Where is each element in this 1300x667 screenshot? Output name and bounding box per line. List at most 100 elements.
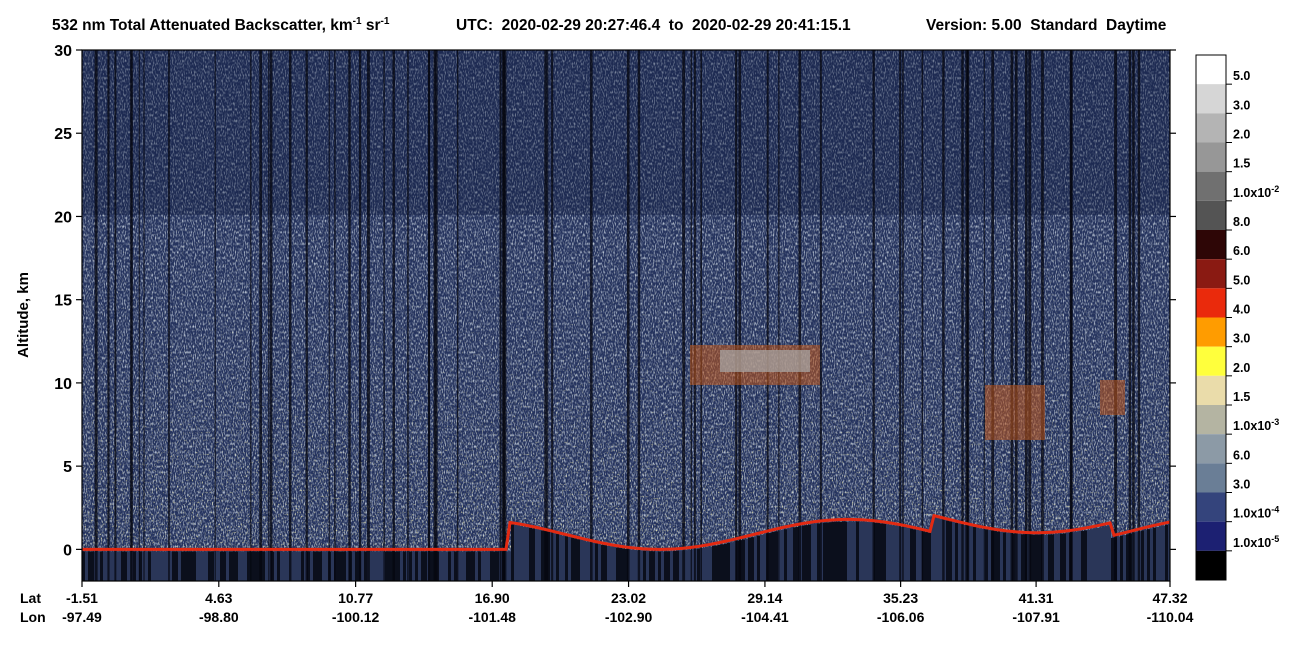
lon-tick-label: -106.06 bbox=[877, 609, 925, 625]
ground bbox=[232, 551, 235, 581]
ground bbox=[979, 528, 982, 581]
version: Version: 5.00 Standard Daytime bbox=[926, 17, 1167, 34]
colorbar-swatch bbox=[1196, 405, 1226, 435]
ground bbox=[235, 551, 238, 581]
colorbar-swatch bbox=[1196, 230, 1226, 260]
lat-tick-label: 41.31 bbox=[1019, 590, 1054, 606]
ground bbox=[709, 546, 712, 581]
ground bbox=[490, 551, 493, 581]
dropout-stripe bbox=[872, 50, 875, 581]
ground bbox=[676, 550, 679, 581]
ground bbox=[307, 551, 310, 581]
ground bbox=[742, 539, 745, 581]
ground bbox=[346, 551, 349, 581]
dropout-stripe bbox=[1137, 50, 1141, 581]
ground bbox=[1000, 532, 1003, 581]
ground bbox=[508, 551, 511, 581]
ground bbox=[670, 551, 673, 581]
ground bbox=[109, 551, 112, 581]
ground bbox=[184, 551, 187, 581]
ground bbox=[226, 551, 229, 581]
ground bbox=[1099, 527, 1102, 581]
ground bbox=[553, 533, 556, 581]
ground bbox=[727, 542, 730, 581]
dropout-stripe bbox=[961, 50, 964, 581]
ground bbox=[994, 531, 997, 581]
cloud-feature bbox=[985, 385, 1045, 440]
ground bbox=[1168, 524, 1170, 581]
lat-tick-label: 16.90 bbox=[475, 590, 510, 606]
dropout-stripe bbox=[1041, 50, 1044, 581]
dropout-stripe bbox=[766, 50, 769, 581]
dropout-stripe bbox=[1132, 50, 1135, 581]
ground bbox=[169, 551, 172, 581]
dropout-stripe bbox=[1010, 50, 1014, 581]
ground bbox=[1147, 529, 1150, 581]
colorbar-swatch bbox=[1196, 317, 1226, 347]
ground bbox=[337, 551, 340, 581]
ground bbox=[1111, 537, 1114, 581]
ground bbox=[160, 551, 163, 581]
ground bbox=[478, 551, 481, 581]
dropout-stripe bbox=[778, 50, 780, 581]
ground bbox=[295, 551, 298, 581]
ground bbox=[1021, 534, 1024, 581]
ground bbox=[940, 519, 943, 581]
ground bbox=[718, 544, 721, 581]
ground bbox=[784, 529, 787, 581]
ground bbox=[277, 551, 280, 581]
colorbar-label-exponent: -2 bbox=[1271, 184, 1279, 194]
colorbar-label-text: 1.5 bbox=[1233, 390, 1250, 404]
ground bbox=[418, 551, 421, 581]
ground bbox=[391, 551, 394, 581]
lon-tick-label: -102.90 bbox=[605, 609, 653, 625]
ground bbox=[469, 551, 472, 581]
colorbar-label-text: 1.5 bbox=[1233, 157, 1250, 171]
ground bbox=[568, 537, 571, 581]
ground bbox=[1018, 534, 1021, 581]
cloud-feature bbox=[720, 350, 810, 372]
y-axis-label: Altitude, km bbox=[15, 272, 32, 358]
colorbar-label: 1.5 bbox=[1233, 390, 1250, 404]
dropout-stripe bbox=[819, 50, 822, 581]
ground bbox=[1144, 529, 1147, 581]
ground bbox=[385, 551, 388, 581]
ground bbox=[325, 551, 328, 581]
y-tick-label: 10 bbox=[54, 376, 72, 393]
ground bbox=[652, 551, 655, 581]
dropout-stripe bbox=[138, 50, 140, 581]
ground bbox=[640, 550, 643, 581]
dropout-stripe bbox=[921, 50, 924, 581]
ground bbox=[790, 527, 793, 581]
ground bbox=[760, 534, 763, 581]
lat-label: Lat bbox=[20, 590, 41, 606]
ground bbox=[481, 551, 484, 581]
ground bbox=[217, 551, 220, 581]
ground bbox=[505, 551, 508, 581]
ground bbox=[757, 535, 760, 581]
dropout-stripe bbox=[94, 50, 98, 581]
lat-tick-label: 4.63 bbox=[205, 590, 232, 606]
ground bbox=[1096, 527, 1099, 581]
dropout-stripe bbox=[735, 50, 738, 581]
colorbar-swatch bbox=[1196, 259, 1226, 289]
ground bbox=[442, 551, 445, 581]
ground bbox=[814, 523, 817, 581]
ground bbox=[457, 551, 460, 581]
colorbar-label: 3.0 bbox=[1233, 98, 1250, 112]
dropout-stripe bbox=[983, 50, 985, 581]
aerosol-texture bbox=[82, 50, 1170, 581]
ground bbox=[1117, 536, 1120, 581]
colorbar-label-text: 2.0 bbox=[1233, 361, 1250, 375]
ground bbox=[850, 521, 853, 581]
ground bbox=[1072, 532, 1075, 581]
ground bbox=[532, 528, 535, 581]
ground bbox=[241, 551, 244, 581]
ground bbox=[316, 551, 319, 581]
ground bbox=[916, 529, 919, 581]
ground bbox=[1039, 534, 1042, 581]
ground bbox=[454, 551, 457, 581]
colorbar-label-text: 6.0 bbox=[1233, 448, 1250, 462]
lon-tick-label: -101.48 bbox=[468, 609, 516, 625]
dropout-stripe bbox=[1024, 50, 1028, 581]
